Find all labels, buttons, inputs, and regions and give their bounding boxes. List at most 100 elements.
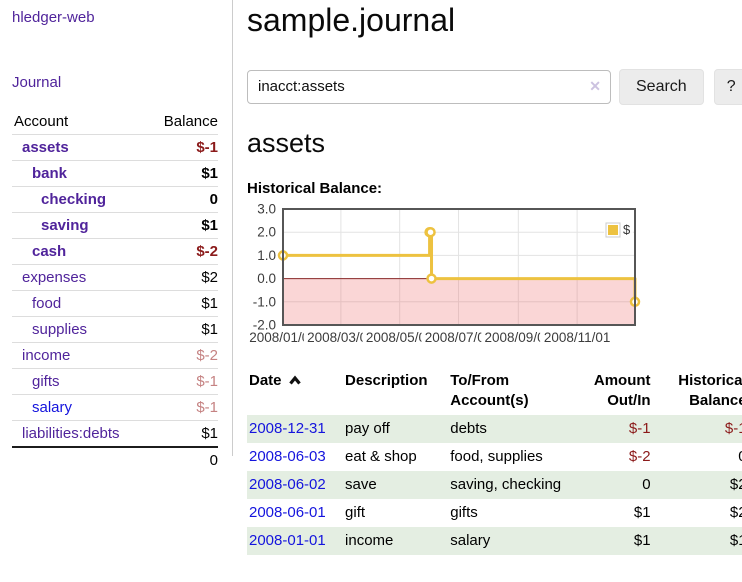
date-link[interactable]: 2008-06-03 — [249, 447, 326, 465]
x-tick-label-bg — [303, 329, 378, 346]
register-amount-cell: $-1 — [628, 419, 651, 437]
accounts-total-value: 0 — [209, 452, 218, 469]
date-link[interactable]: 2008-06-02 — [249, 475, 326, 493]
account-link[interactable]: gifts — [32, 373, 60, 390]
date-link[interactable]: 2008-06-01 — [249, 503, 326, 521]
register-date-cell: 2008-06-03 — [247, 443, 343, 471]
date-link[interactable]: 2008-01-01 — [249, 531, 326, 549]
register-row: 2008-01-01 income salary $1 $1 — [247, 526, 742, 555]
column-header-amount: Amount Out/In — [593, 371, 651, 409]
date-link[interactable]: 2008-12-31 — [249, 419, 326, 437]
register-row: 2008-06-02 save saving, checking 0 $2 — [247, 470, 742, 499]
accounts-header-account: Account — [14, 113, 69, 130]
account-row: supplies $1 — [12, 317, 218, 343]
y-tick-label: 3.0 — [257, 204, 276, 217]
account-balance: $1 — [201, 165, 218, 182]
register-row: 2008-06-01 gift gifts $1 $2 — [247, 499, 742, 527]
register-description-cell: income — [345, 531, 394, 549]
account-balance: $1 — [201, 217, 218, 234]
account-balance: 0 — [209, 191, 218, 208]
account-link[interactable]: salary — [32, 399, 73, 416]
account-balance: $-1 — [196, 139, 218, 156]
account-balance: $1 — [201, 425, 218, 442]
account-link[interactable]: checking — [41, 191, 107, 208]
x-tick-label-bg — [540, 329, 615, 346]
register-balance-cell: $1 — [729, 531, 742, 549]
register-description-cell: save — [345, 475, 377, 493]
main-content: sample.journal ✕ Search ? assets Histori… — [233, 0, 742, 555]
register-description-cell: gift — [345, 503, 366, 521]
account-link[interactable]: cash — [32, 243, 67, 260]
legend-label: $ — [623, 222, 631, 237]
register-accounts-cell: food, supplies — [450, 447, 543, 465]
register-row: 2008-12-31 pay off debts $-1 $-1 — [247, 414, 742, 443]
register-accounts-cell: gifts — [450, 503, 478, 521]
account-row: food $1 — [12, 291, 218, 317]
account-balance: $-2 — [196, 243, 218, 260]
plot-border — [282, 207, 636, 326]
accounts-table-header: Account Balance — [12, 109, 218, 135]
app-brand-link[interactable]: hledger-web — [12, 9, 95, 26]
x-tick-label-bg — [246, 329, 320, 346]
search-input[interactable] — [247, 69, 611, 104]
account-row: gifts $-1 — [12, 369, 218, 395]
account-heading: assets — [247, 127, 326, 158]
register-balance-cell: $2 — [729, 503, 742, 521]
app: hledger-web Journal Account Balance asse… — [12, 0, 742, 555]
page-title: sample.journal — [247, 2, 456, 38]
accounts-table: Account Balance assets $-1 bank $1 checking 0… — [12, 109, 218, 473]
legend-swatch-frame — [605, 222, 621, 238]
account-balance: $2 — [201, 269, 218, 286]
accounts-rows: assets $-1 bank $1 checking 0 saving $1 cash $-2 e… — [12, 135, 218, 448]
account-balance: $-1 — [196, 399, 218, 416]
search-button[interactable]: Search — [619, 68, 704, 105]
y-tick-label: 0.0 — [257, 271, 276, 286]
register-balance-cell: $2 — [729, 475, 742, 493]
register-date-cell: 2008-01-01 — [247, 527, 343, 555]
account-row: saving $1 — [12, 213, 218, 239]
accounts-total-row: 0 — [12, 448, 218, 473]
column-header-date-sortable[interactable]: Date — [247, 369, 343, 415]
account-link[interactable]: expenses — [22, 269, 87, 286]
x-tick-label: 2008/05/01 — [366, 330, 434, 345]
data-point-marker — [426, 273, 437, 284]
chart-svg: $3.0 2.0 1.0 0.0 -1.0 -2.02008/01/012008/03/0… — [246, 201, 641, 346]
y-tick-label: 1.0 — [257, 248, 276, 263]
x-tick-label: 2008/09/01 — [485, 330, 553, 345]
account-link[interactable]: supplies — [32, 321, 88, 338]
negative-region — [283, 278, 635, 325]
register-date-cell: 2008-12-31 — [247, 415, 343, 443]
account-link[interactable]: food — [32, 295, 62, 312]
account-link[interactable]: liabilities:debts — [22, 425, 120, 442]
x-tick-label: 2008/07/01 — [425, 330, 493, 345]
column-header-balance: Historical Balance — [678, 371, 742, 409]
account-row: salary $-1 — [12, 395, 218, 421]
x-tick-label-bg — [421, 329, 496, 346]
account-balance: $-2 — [196, 347, 218, 364]
account-link[interactable]: assets — [22, 139, 69, 156]
data-point-marker — [425, 226, 436, 238]
account-link[interactable]: income — [22, 347, 71, 364]
account-link[interactable]: saving — [41, 217, 89, 234]
register-amount-cell: $1 — [633, 503, 651, 521]
nav-journal-link[interactable]: Journal — [12, 74, 62, 91]
y-tick-label: -2.0 — [253, 317, 276, 332]
sidebar-nav: Journal — [12, 74, 218, 92]
legend-swatch — [608, 224, 618, 235]
search-box: ✕ — [247, 69, 611, 104]
search-form: ✕ Search ? — [247, 68, 742, 105]
account-row: assets $-1 — [12, 135, 218, 161]
account-row: income $-2 — [12, 343, 218, 369]
account-row: expenses $2 — [12, 265, 218, 291]
register-amount-cell: $-2 — [628, 447, 651, 465]
register-date-cell: 2008-06-01 — [247, 499, 343, 527]
x-tick-label: 2008/11/01 — [544, 330, 611, 345]
help-button[interactable]: ? — [713, 68, 742, 105]
historical-balance-chart: $3.0 2.0 1.0 0.0 -1.0 -2.0 2008/01/01 2008/03/0… — [246, 201, 742, 356]
account-link[interactable]: bank — [32, 165, 68, 182]
clear-search-icon[interactable]: ✕ — [589, 77, 601, 94]
register-balance-cell: $-1 — [724, 419, 742, 437]
register-balance-cell: 0 — [653, 443, 742, 471]
account-row: checking 0 — [12, 187, 218, 213]
account-row: liabilities:debts $1 — [12, 421, 218, 448]
